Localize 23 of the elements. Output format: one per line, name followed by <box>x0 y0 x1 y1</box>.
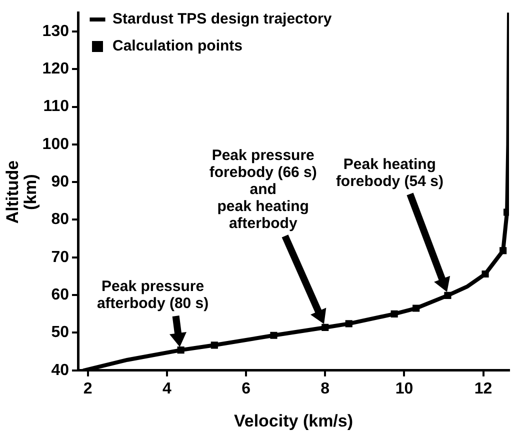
annotation: Peak pressure forebody (66 s) and peak heating afterbody <box>209 147 317 232</box>
x-tick-label: 2 <box>83 380 92 398</box>
y-tick-label: 40 <box>51 362 70 379</box>
x-tick-label: 10 <box>395 380 414 398</box>
y-tick-label: 130 <box>42 22 70 40</box>
y-tick-label: 50 <box>51 324 70 342</box>
y-tick-label: 70 <box>51 248 70 266</box>
y-tick-label: 80 <box>51 211 70 228</box>
legend-label: Calculation points <box>112 38 243 55</box>
y-tick-label: 60 <box>51 286 70 304</box>
x-axis-title: Velocity (km/s) <box>234 411 354 430</box>
y-tick-label: 110 <box>43 98 70 116</box>
x-tick-label: 8 <box>320 380 330 398</box>
x-tick-label: 12 <box>474 380 492 398</box>
y-axis-title: Altitude (km) <box>3 160 40 224</box>
legend-label: Stardust TPS design trajectory <box>112 10 332 28</box>
y-tick-label: 100 <box>42 136 70 153</box>
annotation: Peak heating forebody (54 s) <box>336 156 444 190</box>
x-tick-label: 4 <box>162 380 172 398</box>
x-tick-label: 6 <box>242 380 251 398</box>
y-tick-label: 90 <box>51 173 70 190</box>
annotation: Peak pressure afterbody (80 s) <box>96 278 209 312</box>
y-tick-label: 120 <box>42 60 70 78</box>
